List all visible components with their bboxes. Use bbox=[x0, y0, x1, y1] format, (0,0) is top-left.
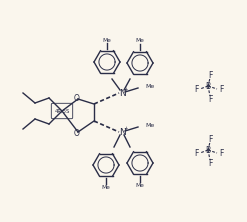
Text: B: B bbox=[206, 145, 210, 155]
Text: O: O bbox=[74, 93, 80, 103]
Text: F: F bbox=[194, 149, 198, 157]
Text: Me: Me bbox=[103, 38, 111, 42]
Text: F: F bbox=[208, 71, 212, 79]
Text: N: N bbox=[119, 89, 125, 97]
Text: F: F bbox=[208, 95, 212, 103]
Text: F: F bbox=[219, 85, 223, 93]
Text: Me: Me bbox=[145, 83, 154, 89]
Text: F: F bbox=[194, 85, 198, 93]
Text: F: F bbox=[208, 159, 212, 168]
Text: Me: Me bbox=[136, 38, 144, 44]
Text: B: B bbox=[206, 81, 210, 91]
Text: Me: Me bbox=[102, 184, 110, 190]
Text: Me: Me bbox=[136, 182, 144, 188]
Text: F: F bbox=[208, 135, 212, 143]
Text: Me: Me bbox=[145, 123, 154, 127]
Text: N: N bbox=[119, 127, 125, 137]
Text: O: O bbox=[74, 129, 80, 137]
Text: +: + bbox=[124, 87, 128, 91]
Text: 4R,5S: 4R,5S bbox=[54, 109, 70, 113]
Text: F: F bbox=[219, 149, 223, 157]
Text: +: + bbox=[124, 125, 128, 131]
FancyBboxPatch shape bbox=[51, 103, 73, 119]
